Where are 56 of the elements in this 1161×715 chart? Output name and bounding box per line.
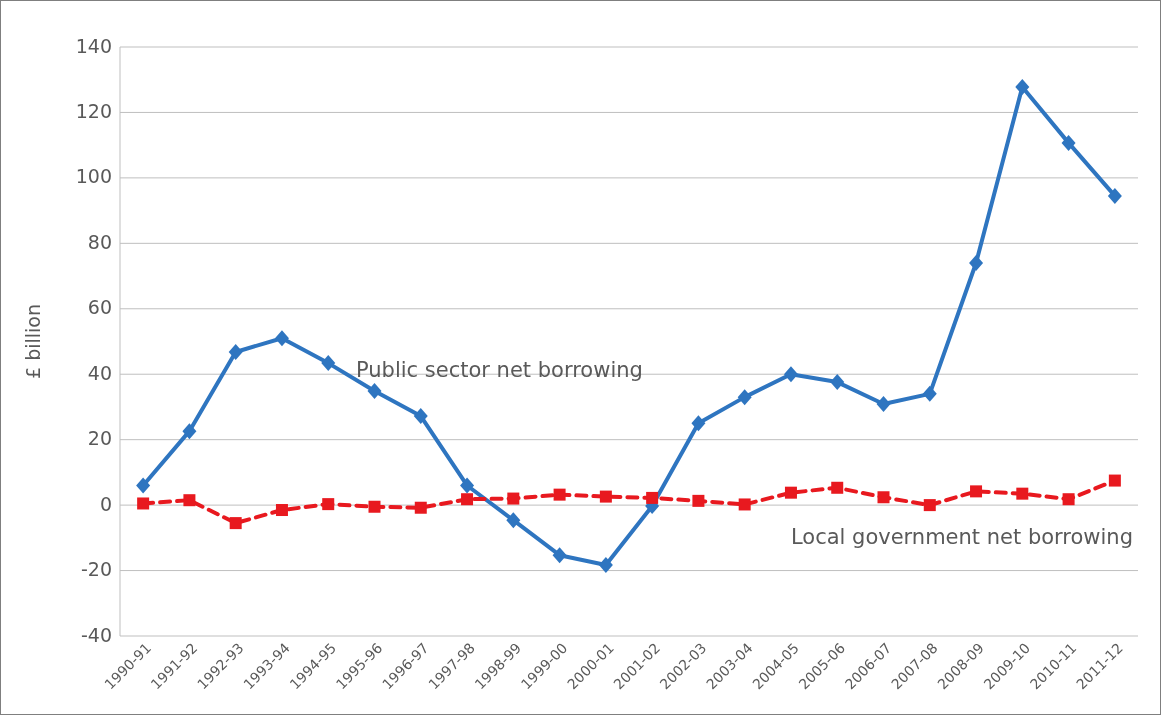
y-tick-label: 40 — [87, 361, 112, 384]
y-tick-label: 20 — [87, 427, 112, 450]
point — [923, 499, 936, 512]
point — [783, 366, 798, 383]
point — [228, 343, 243, 360]
point — [274, 330, 289, 347]
point — [321, 355, 336, 372]
y-tick-label: 80 — [87, 230, 112, 253]
y-axis-title: £ billion — [22, 304, 44, 379]
point — [368, 500, 381, 513]
point — [136, 477, 151, 494]
point — [598, 556, 613, 573]
point — [831, 481, 844, 494]
point — [1015, 78, 1030, 95]
point — [922, 385, 937, 402]
point — [1107, 187, 1122, 204]
point — [553, 488, 566, 501]
point — [691, 415, 706, 432]
series-label: Local government net borrowing — [790, 524, 1134, 549]
point — [137, 497, 150, 510]
y-tick-label: 0 — [99, 492, 112, 515]
y-tick-label: 100 — [75, 165, 112, 188]
point — [275, 504, 288, 517]
point — [599, 490, 612, 503]
point — [737, 389, 752, 406]
point — [367, 382, 382, 399]
series-label: Public sector net borrowing — [355, 357, 643, 382]
point — [507, 492, 520, 505]
point — [414, 501, 427, 514]
point — [506, 512, 521, 529]
point — [784, 486, 797, 499]
point — [876, 396, 891, 412]
point — [646, 491, 659, 504]
y-tick-label: 120 — [75, 99, 112, 122]
y-tick-label: 60 — [87, 296, 112, 319]
point — [182, 423, 197, 440]
y-tick-label: -40 — [80, 623, 112, 646]
point — [877, 491, 890, 504]
point — [1016, 487, 1029, 500]
point — [1061, 134, 1076, 151]
y-tick-label: -20 — [80, 558, 112, 581]
point — [229, 517, 242, 530]
point — [969, 254, 984, 271]
point — [322, 498, 335, 511]
point — [970, 485, 983, 498]
point — [461, 493, 474, 506]
y-tick-label: 140 — [75, 34, 112, 57]
point — [413, 408, 428, 425]
point — [460, 477, 475, 494]
point — [692, 494, 705, 507]
point — [830, 374, 845, 391]
point — [1108, 474, 1121, 487]
point — [1062, 493, 1075, 506]
point — [183, 494, 196, 507]
point — [552, 547, 567, 564]
point — [738, 498, 751, 511]
